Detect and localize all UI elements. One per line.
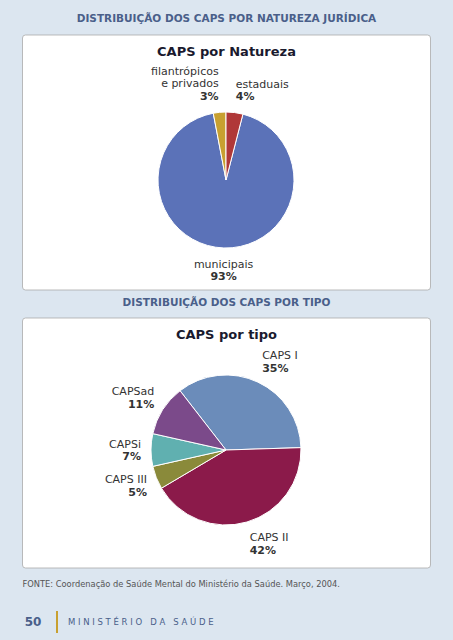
data-label: 35%: [262, 362, 288, 375]
slice-category: filantrópicos: [151, 65, 219, 78]
data-label: 4%: [236, 90, 255, 103]
slice-category: e privados: [161, 77, 219, 90]
slice-label: CAPSi7%: [109, 438, 141, 464]
slice-category: CAPSad: [112, 385, 155, 398]
slice-label: CAPS III5%: [105, 473, 147, 499]
chart-heading: DISTRIBUIÇÃO DOS CAPS POR NATUREZA JURÍD…: [77, 12, 377, 24]
slice-category: CAPS I: [262, 349, 298, 362]
chart-box: [23, 35, 431, 290]
slice-category: CAPS II: [250, 531, 289, 544]
slice-label: estaduais4%: [236, 78, 289, 104]
data-label: 3%: [200, 90, 219, 103]
pie-labels: municipais93% filantrópicose privados3% es…: [151, 65, 289, 284]
data-label: 5%: [128, 486, 147, 499]
footer-text: M I N I S T É R I O D A S A Ú D E: [68, 616, 214, 627]
slice-label: CAPS II42%: [250, 531, 289, 557]
slice-label: CAPSad11%: [112, 385, 155, 411]
footnote: FONTE: Coordenação de Saúde Mental do Mi…: [23, 579, 340, 589]
pie: [158, 112, 294, 248]
page-background: [0, 0, 453, 640]
data-label: 93%: [210, 270, 236, 283]
slice-label: filantrópicose privados3%: [151, 65, 219, 103]
data-label: 7%: [122, 450, 141, 463]
pie-slice: [226, 112, 243, 180]
slice-category: municipais: [194, 258, 254, 271]
pie: [151, 375, 301, 525]
pie-labels: CAPS I35%CAPS II42%CAPS III5%CAPSi7%CAPS…: [105, 349, 298, 556]
chart-title: CAPS por tipo: [176, 327, 277, 342]
slice-category: CAPS III: [105, 473, 147, 486]
slice-category: CAPSi: [109, 438, 141, 451]
chart-title: CAPS por Natureza: [157, 44, 296, 59]
pie-slice: [213, 112, 226, 180]
slice-label: CAPS I35%: [262, 349, 298, 375]
data-label: 11%: [128, 398, 154, 411]
slice-category: estaduais: [236, 78, 289, 91]
footer-separator: [56, 611, 58, 633]
page-number: 50: [25, 615, 42, 629]
chart-heading: DISTRIBUIÇÃO DOS CAPS POR TIPO: [123, 296, 331, 308]
data-label: 42%: [250, 544, 276, 557]
pie-slice: [153, 391, 226, 450]
slice-label: municipais93%: [194, 258, 254, 284]
chart-box: [23, 318, 431, 568]
page: DISTRIBUIÇÃO DOS CAPS POR NATUREZA JURÍD…: [0, 0, 453, 640]
